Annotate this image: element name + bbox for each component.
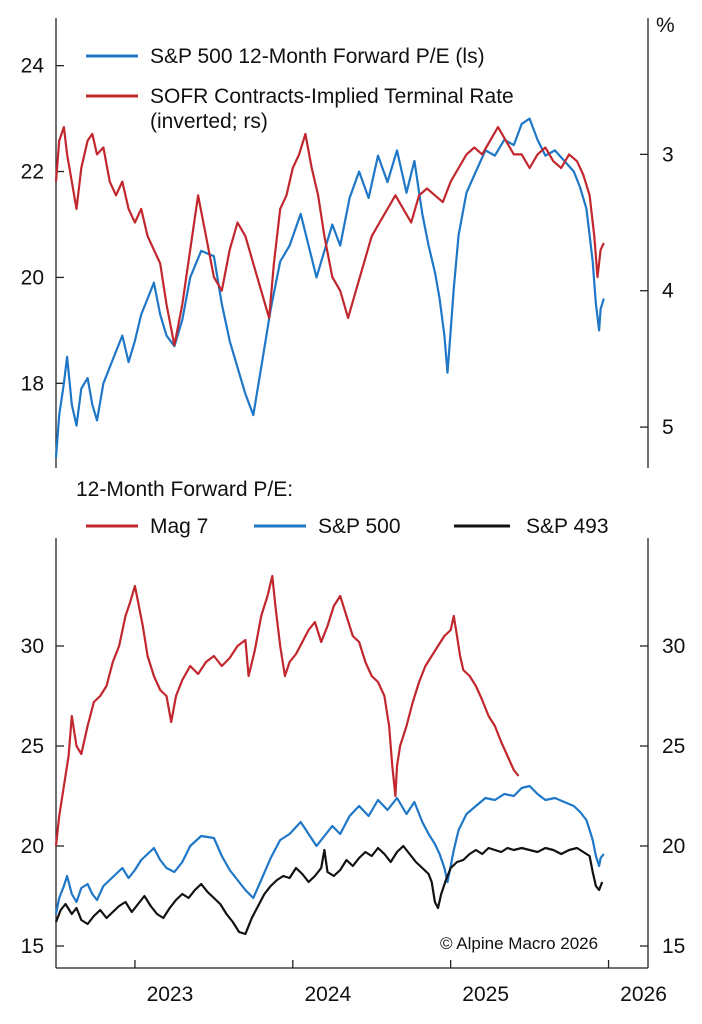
x-tick-label-2024: 2024: [304, 983, 351, 1006]
y-tick-label-right-bottom-25: 25: [662, 735, 685, 758]
series-line-s-p-493: [54, 844, 604, 936]
y-tick-label-right-4: 4: [662, 280, 674, 303]
legend-label-sp500: S&P 500: [318, 515, 401, 538]
y-tick-label-right-bottom-20: 20: [662, 835, 685, 858]
bottom-series-lines: [54, 574, 605, 936]
x-tick-label-2026: 2026: [620, 983, 667, 1006]
x-tick-label-2025: 2025: [462, 983, 509, 1006]
top-series-lines: [54, 117, 605, 458]
y-tick-label-left-bottom-25: 25: [21, 735, 44, 758]
y-tick-label-right-5: 5: [662, 416, 674, 439]
legend-label-sp500-pe: S&P 500 12-Month Forward P/E (ls): [150, 45, 485, 68]
copyright-annotation: © Alpine Macro 2026: [440, 934, 598, 953]
y-tick-label-right-3: 3: [662, 143, 674, 166]
legend-label-sofr: SOFR Contracts-Implied Terminal Rate: [150, 85, 514, 108]
y-tick-label-left-bottom-30: 30: [21, 635, 44, 658]
x-tick-label-2023: 2023: [147, 983, 194, 1006]
legend-label-mag7: Mag 7: [150, 515, 208, 538]
series-line-mag-7: [54, 574, 520, 847]
bottom-panel-title: 12-Month Forward P/E:: [76, 478, 293, 501]
y-tick-label-left-22: 22: [21, 161, 44, 184]
series-line-top-sp500-pe: [54, 117, 605, 458]
right-unit-label: %: [656, 14, 675, 37]
y-tick-label-right-bottom-30: 30: [662, 635, 685, 658]
y-tick-label-left-18: 18: [21, 372, 44, 395]
legend-label-sp493: S&P 493: [526, 515, 609, 538]
series-line-s-p-500: [54, 784, 605, 915]
y-tick-label-left-bottom-20: 20: [21, 835, 44, 858]
y-tick-label-left-20: 20: [21, 266, 44, 289]
y-tick-label-right-bottom-15: 15: [662, 935, 685, 958]
series-line-top-sofr: [54, 126, 605, 347]
legend-label-sofr-note: (inverted; rs): [150, 110, 268, 133]
y-tick-label-left-24: 24: [21, 55, 45, 78]
top-ticks: 18 20 22 24 5 4 3: [21, 55, 674, 439]
y-tick-label-left-bottom-15: 15: [21, 935, 44, 958]
